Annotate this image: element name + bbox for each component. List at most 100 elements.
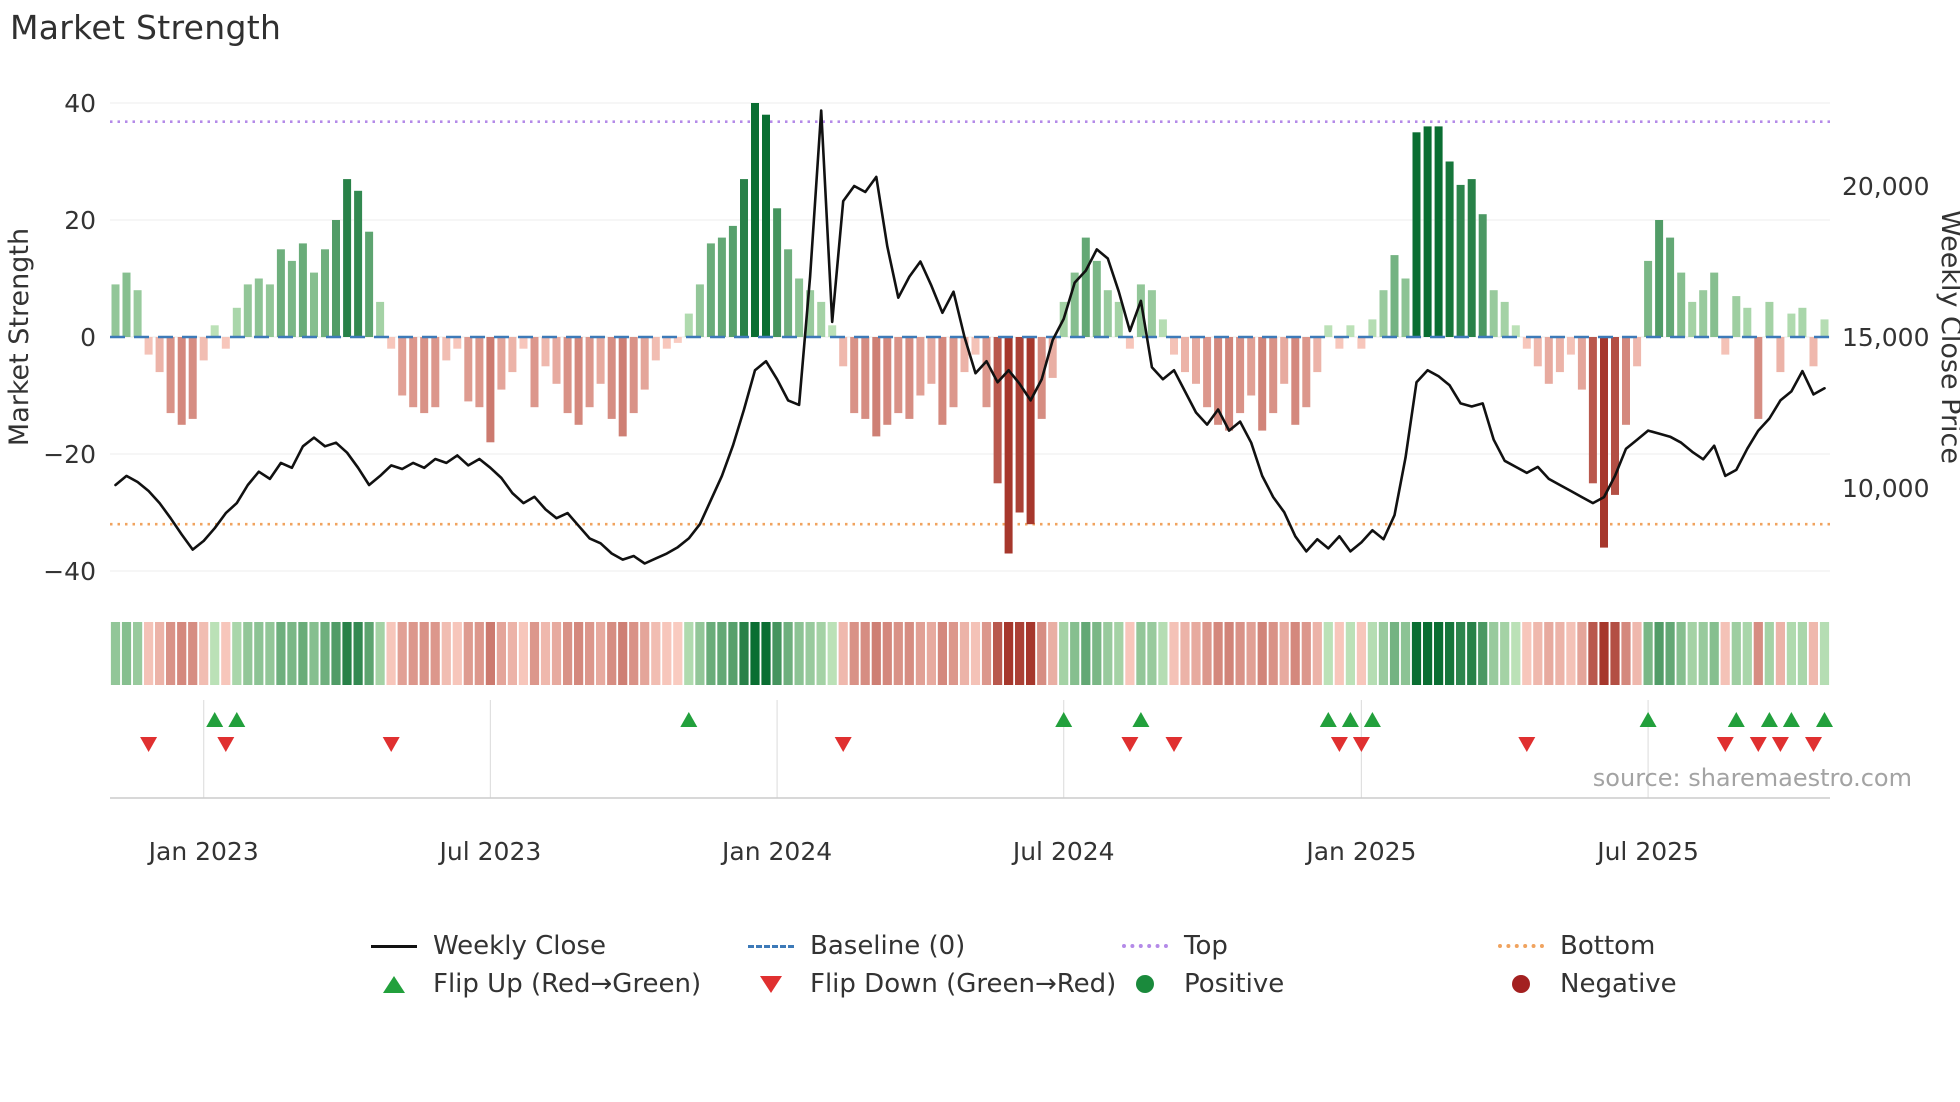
strength-bar [1611,337,1619,495]
heatmap-cell [1268,622,1278,685]
heatmap-cell [1224,622,1234,685]
flip-up-marker [1639,712,1657,727]
heatmap-cell [287,622,297,685]
left-tick-label: 20 [64,206,96,235]
heatmap-cell [342,622,352,685]
strength-bar [541,337,550,367]
strength-bar [596,337,605,384]
strength-bar [563,337,572,414]
heatmap-cell [1048,622,1058,685]
heatmap-cell [1081,622,1091,685]
bottom-dotted-swatch [1498,944,1544,948]
strength-bar [1423,126,1432,338]
heatmap-cell [1158,622,1168,685]
strength-bar [894,337,903,414]
flip-down-marker [382,737,400,752]
strength-bar [442,337,451,361]
strength-bar [376,301,385,337]
legend-label-flip-down: Flip Down (Green→Red) [810,969,1117,999]
legend-item-flip-up: Flip Up (Red→Green) [371,966,701,1002]
heatmap-cell [1599,622,1609,685]
strength-bar [784,249,793,338]
strength-bar [751,103,759,337]
strength-bar [938,337,947,425]
heatmap-cell [1389,622,1400,685]
strength-bar [365,231,374,337]
heatmap-cell [1301,622,1311,685]
strength-bar [1313,337,1322,373]
heatmap-cell [849,622,859,685]
heatmap-cell [959,622,970,685]
heatmap-cell [1290,622,1300,685]
strength-bar [1225,337,1234,431]
flip-up-marker [1363,712,1381,727]
left-tick-label: 40 [64,89,96,118]
legend-label-baseline: Baseline (0) [810,931,966,961]
heatmap-cell [838,622,848,685]
strength-bar [971,337,980,355]
heatmap-cell [1687,622,1697,685]
strength-bar [1820,319,1829,337]
strength-bar [773,208,782,337]
strength-bar [144,337,153,355]
heatmap-cell [1566,622,1576,685]
heatmap-cell [1378,622,1388,685]
strength-bar [1346,325,1355,337]
strength-bar [530,337,539,408]
x-axis: Jan 2023 Jul 2023 Jan 2024 Jul 2024 Jan 2025… [110,700,1830,866]
heatmap-cell [177,622,187,685]
heatmap-cell [1676,622,1686,685]
strength-bar [1566,337,1575,355]
heatmap-cell [188,622,198,685]
heatmap-cell [331,622,341,685]
heatmap-cell [860,622,870,685]
legend-label-weekly-close: Weekly Close [433,931,606,961]
heatmap-cell [1544,622,1554,685]
strength-bar [431,337,440,408]
strength-bar [695,284,704,337]
strength-bar [795,278,804,337]
strength-bar [1765,301,1774,337]
heatmap-cell [540,622,551,685]
heatmap-cell [585,622,595,685]
source-credit: source: sharemaestro.com [1592,764,1912,792]
y-axis-left: 40 20 0 −20 −40 [43,89,96,586]
strength-bar [232,307,241,338]
heatmap-cell [430,622,440,685]
x-tick-label: Jul 2023 [438,837,542,866]
heatmap-cell [133,622,143,685]
flip-down-triangle-icon [748,975,794,993]
strength-bar [684,313,693,337]
strength-bar [1070,272,1079,337]
heatmap-cell [551,622,562,685]
strength-bar [762,114,770,337]
heatmap-cell [353,622,363,685]
flip-down-marker [1518,737,1536,752]
strength-bar [210,325,219,337]
strength-bar [155,337,164,373]
legend-item-bottom: Bottom [1498,928,1655,964]
strength-bar [1500,301,1509,337]
flip-up-marker [1727,712,1745,727]
legend-item-positive: Positive [1122,966,1284,1002]
strength-bar [1787,313,1796,337]
heatmap-cell [1764,622,1774,685]
strength-bar [1644,260,1653,337]
strength-bar [1170,337,1178,355]
heatmap-cell [463,622,473,685]
legend-label-flip-up: Flip Up (Red→Green) [433,969,702,999]
heatmap-cell [948,622,958,685]
flip-down-marker [140,737,158,752]
heatmap-cell [1467,622,1477,685]
heatmap-cell [485,622,495,685]
legend-item-weekly-close: Weekly Close [371,928,606,964]
strength-bar [1489,290,1498,337]
strength-bars [111,103,1829,554]
strength-bar [265,284,274,337]
flip-up-markers [206,712,1833,727]
heatmap-cell [1753,622,1763,685]
heatmap-cell [221,622,231,685]
strength-bar [1236,337,1245,414]
strength-bar [464,337,473,402]
strength-bar [828,325,837,337]
